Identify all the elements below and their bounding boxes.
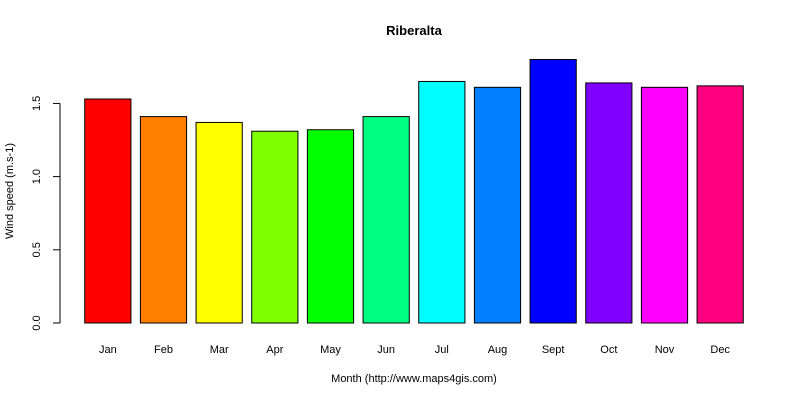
bar-nov [640, 86, 689, 324]
y-axis: 0.0 0.5 1.0 1.5 [31, 96, 61, 331]
x-axis-tick-labels: Jan Feb Mar Apr May Jun Jul Aug Sept Oct Nov Dec [99, 344, 730, 356]
bar-aug [473, 86, 522, 324]
bar-apr [251, 130, 299, 324]
y-tick-label: 0.5 [31, 242, 43, 257]
y-tick-label: 1.5 [31, 96, 43, 111]
y-axis-label: Wind speed (m.s-1) [4, 143, 16, 239]
bar-dec [696, 85, 744, 324]
x-tick-label: Dec [710, 344, 730, 356]
x-tick-label: May [320, 344, 341, 356]
x-tick-label: Jan [99, 344, 117, 356]
x-tick-label: Jul [435, 344, 449, 356]
bar-sept [529, 59, 577, 324]
y-tick-label: 1.0 [31, 169, 43, 184]
y-tick-label: 0.0 [31, 315, 43, 330]
bar-jan [84, 98, 132, 324]
x-tick-label: Mar [210, 344, 229, 356]
bar-jun [362, 116, 410, 324]
bar-may [306, 129, 355, 324]
x-tick-label: Oct [600, 344, 617, 356]
bar-feb [139, 116, 188, 324]
chart-title: Riberalta [386, 23, 442, 38]
x-axis-label: Month (http://www.maps4gis.com) [331, 373, 497, 385]
x-tick-label: Sept [542, 344, 565, 356]
x-tick-label: Apr [266, 344, 283, 356]
bar-mar [195, 121, 243, 324]
bar-jul [418, 80, 466, 324]
x-tick-label: Jun [377, 344, 395, 356]
x-tick-label: Feb [154, 344, 173, 356]
bar-series [84, 59, 744, 324]
bar-oct [585, 82, 633, 324]
x-tick-label: Nov [655, 344, 675, 356]
x-tick-label: Aug [488, 344, 508, 356]
